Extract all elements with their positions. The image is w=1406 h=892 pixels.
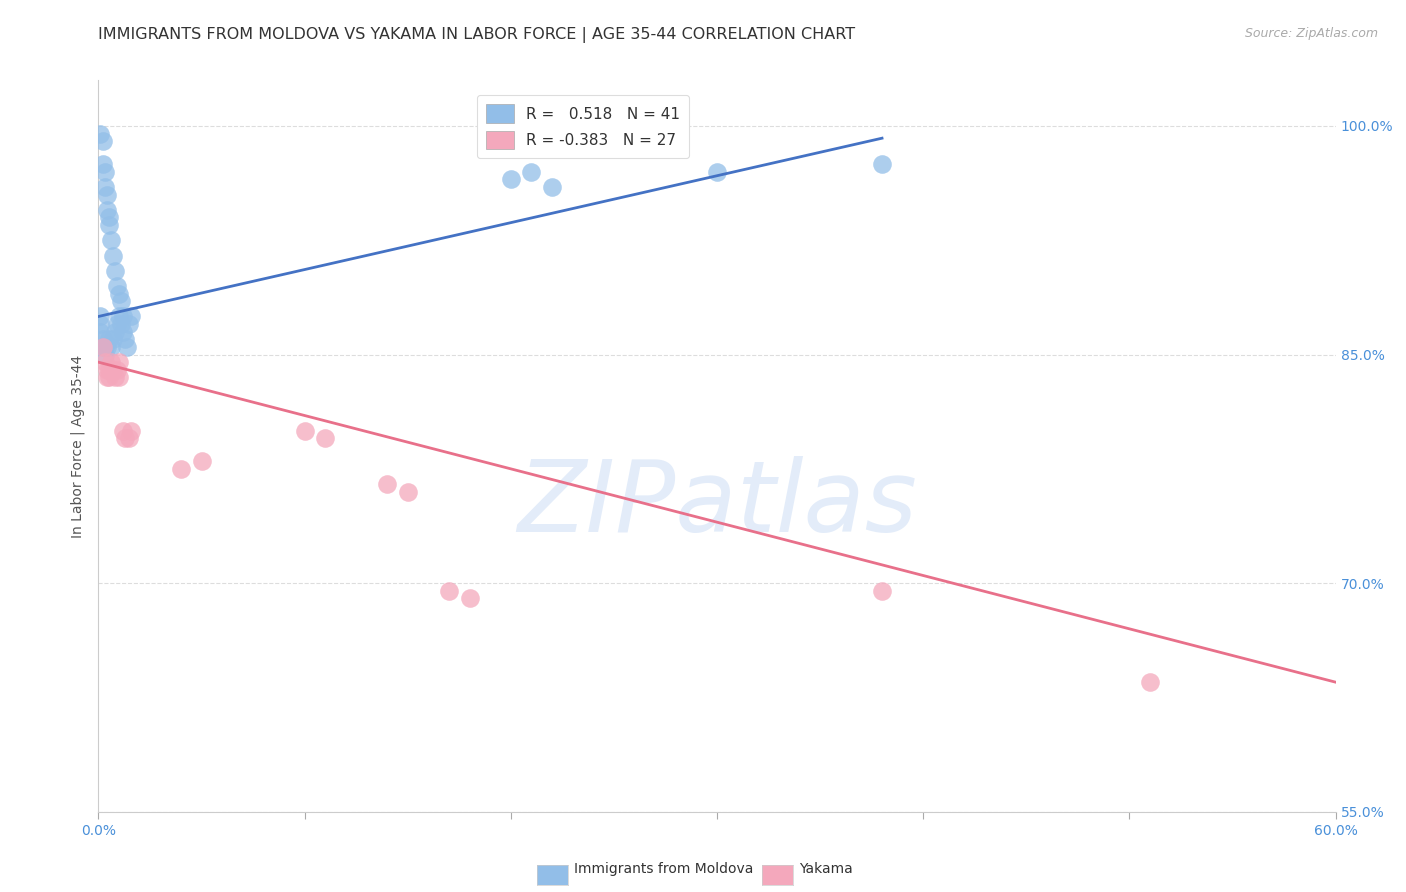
Point bbox=[93, 355, 115, 369]
Point bbox=[110, 317, 132, 331]
Point bbox=[100, 355, 122, 369]
Point bbox=[100, 340, 122, 354]
Point bbox=[97, 211, 120, 225]
Point bbox=[114, 332, 136, 346]
Point bbox=[520, 165, 543, 179]
Text: Source: ZipAtlas.com: Source: ZipAtlas.com bbox=[1244, 27, 1378, 40]
Point bbox=[89, 317, 111, 331]
Point bbox=[870, 583, 893, 598]
Point bbox=[91, 157, 114, 171]
Point bbox=[114, 431, 136, 445]
Point bbox=[112, 310, 135, 324]
Point bbox=[112, 325, 135, 339]
Point bbox=[104, 325, 127, 339]
Point bbox=[118, 317, 141, 331]
Point bbox=[91, 340, 114, 354]
Point bbox=[458, 591, 481, 606]
Point bbox=[101, 332, 124, 346]
Point bbox=[112, 424, 135, 438]
Point bbox=[89, 325, 111, 339]
Point bbox=[870, 157, 893, 171]
Point bbox=[120, 310, 142, 324]
Point bbox=[1139, 675, 1161, 690]
Point bbox=[110, 294, 132, 309]
Point bbox=[541, 180, 564, 194]
Point bbox=[93, 165, 115, 179]
Point bbox=[108, 355, 131, 369]
Point bbox=[101, 363, 124, 377]
Point bbox=[93, 348, 115, 362]
Point bbox=[96, 363, 118, 377]
Point bbox=[89, 310, 111, 324]
Point bbox=[706, 165, 728, 179]
Point bbox=[108, 370, 131, 384]
Point bbox=[96, 370, 118, 384]
Point bbox=[91, 134, 114, 148]
Point bbox=[97, 363, 120, 377]
Point bbox=[96, 340, 118, 354]
Text: Immigrants from Moldova: Immigrants from Moldova bbox=[574, 862, 754, 876]
Point bbox=[104, 264, 127, 278]
Point bbox=[97, 332, 120, 346]
Point bbox=[89, 127, 111, 141]
Point bbox=[108, 286, 131, 301]
Point bbox=[97, 370, 120, 384]
Point bbox=[105, 279, 128, 293]
Point bbox=[375, 477, 398, 491]
Point bbox=[108, 310, 131, 324]
Point bbox=[294, 424, 316, 438]
Point bbox=[396, 484, 419, 499]
Point bbox=[97, 218, 120, 232]
Point bbox=[93, 340, 115, 354]
Point bbox=[170, 462, 193, 476]
Point bbox=[101, 248, 124, 262]
Point bbox=[437, 583, 460, 598]
Point bbox=[105, 317, 128, 331]
Y-axis label: In Labor Force | Age 35-44: In Labor Force | Age 35-44 bbox=[70, 354, 86, 538]
Point bbox=[96, 202, 118, 217]
Point bbox=[118, 431, 141, 445]
Point bbox=[91, 340, 114, 354]
Point bbox=[93, 180, 115, 194]
Point bbox=[100, 233, 122, 247]
Point bbox=[104, 370, 127, 384]
Text: ZIPatlas: ZIPatlas bbox=[517, 456, 917, 553]
Point bbox=[105, 363, 128, 377]
Point bbox=[91, 332, 114, 346]
Text: Yakama: Yakama bbox=[799, 862, 852, 876]
Point bbox=[117, 340, 139, 354]
Legend: R =   0.518   N = 41, R = -0.383   N = 27: R = 0.518 N = 41, R = -0.383 N = 27 bbox=[477, 95, 689, 159]
Point bbox=[499, 172, 522, 186]
Point bbox=[96, 187, 118, 202]
Point bbox=[120, 424, 142, 438]
Point bbox=[314, 431, 336, 445]
Point bbox=[190, 454, 212, 468]
Text: IMMIGRANTS FROM MOLDOVA VS YAKAMA IN LABOR FORCE | AGE 35-44 CORRELATION CHART: IMMIGRANTS FROM MOLDOVA VS YAKAMA IN LAB… bbox=[98, 27, 855, 43]
